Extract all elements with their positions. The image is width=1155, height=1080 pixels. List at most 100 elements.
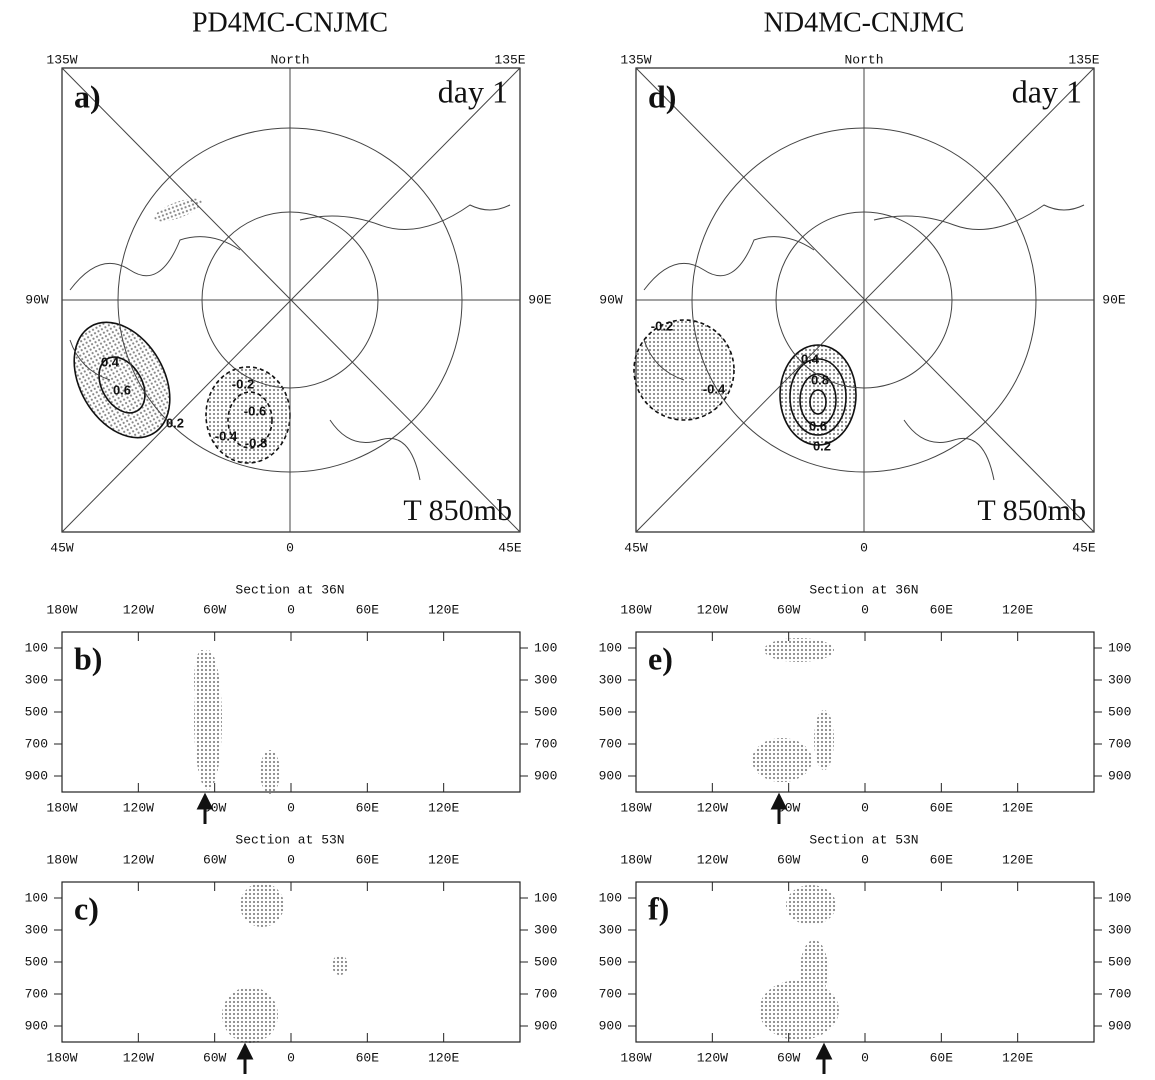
significance-region — [764, 638, 834, 662]
x-tick-label: 120E — [428, 602, 459, 617]
time-label: day 1 — [438, 73, 508, 109]
y-tick-label: 700 — [534, 736, 557, 751]
anomaly-region — [98, 356, 146, 414]
map-edge-label: 45E — [1072, 540, 1096, 555]
x-tick-label: 180W — [620, 602, 651, 617]
x-tick-label: 60E — [930, 1050, 954, 1065]
y-tick-label: 500 — [25, 704, 48, 719]
significance-region — [752, 738, 812, 782]
column-title: ND4MC-CNJMC — [764, 7, 965, 38]
y-tick-label: 300 — [599, 922, 622, 937]
cross-section: Section at 36Ne)180W180W120W120W60W60W00… — [599, 582, 1131, 824]
x-tick-label: 120W — [697, 852, 728, 867]
contour-label: -0.8 — [245, 435, 267, 450]
map-edge-label: 135E — [1068, 52, 1099, 67]
y-tick-label: 300 — [534, 922, 557, 937]
y-tick-label: 900 — [1108, 768, 1131, 783]
section-title: Section at 36N — [235, 582, 344, 597]
x-tick-label: 0 — [287, 602, 295, 617]
contour-label: -0.6 — [244, 403, 266, 418]
x-tick-label: 0 — [861, 1050, 869, 1065]
y-tick-label: 300 — [25, 922, 48, 937]
anomaly-region — [809, 389, 827, 415]
location-arrow — [815, 1042, 833, 1074]
cross-section: Section at 53N f) 180W 180W 120W 120W 60W 60W 0 0… — [599, 832, 1131, 1074]
x-tick-label: 0 — [287, 800, 295, 815]
panel-column: ND4MC-CNJMC 135W North 135E 90W 90E 45W 0 45E d) d… — [599, 7, 1131, 1074]
contour-label: 0.6 — [113, 382, 131, 397]
x-tick-label: 60W — [777, 1050, 801, 1065]
map-edge-label: 45W — [50, 540, 74, 555]
x-tick-label: 60W — [777, 852, 801, 867]
anomaly-region — [227, 391, 273, 449]
significance-region — [332, 955, 348, 975]
x-tick-label: 120E — [1002, 800, 1033, 815]
x-tick-label: 0 — [287, 852, 295, 867]
x-tick-label: 60W — [203, 602, 227, 617]
y-tick-label: 300 — [534, 672, 557, 687]
significance-region — [194, 650, 210, 710]
section-title: Section at 36N — [809, 582, 918, 597]
y-tick-label: 700 — [1108, 736, 1131, 751]
x-tick-label: 120W — [697, 800, 728, 815]
panel-label: d) — [648, 78, 676, 114]
section-title: Section at 53N — [235, 832, 344, 847]
y-tick-label: 100 — [534, 640, 557, 655]
cross-section: Section at 36Nb)180W180W120W120W60W60W00… — [25, 582, 557, 824]
location-arrow — [236, 1042, 254, 1074]
x-tick-label: 0 — [861, 602, 869, 617]
map-edge-label: 90E — [1102, 292, 1126, 307]
map-edge-label: 90E — [528, 292, 552, 307]
x-tick-label: 180W — [46, 1050, 77, 1065]
contour-label: 0.4 — [801, 351, 820, 366]
contour-label: -0.4 — [215, 428, 238, 443]
y-tick-label: 700 — [599, 736, 622, 751]
contour-label: 0.8 — [811, 372, 829, 387]
x-tick-label: 180W — [620, 800, 651, 815]
y-tick-label: 500 — [599, 954, 622, 969]
panel-label: c) — [74, 890, 99, 926]
significance-region — [759, 980, 839, 1040]
map-edge-label: 135W — [620, 52, 651, 67]
x-tick-label: 0 — [287, 1050, 295, 1065]
y-tick-label: 500 — [534, 704, 557, 719]
y-tick-label: 500 — [534, 954, 557, 969]
significance-region — [814, 710, 834, 770]
anomaly-region — [799, 373, 837, 427]
y-tick-label: 900 — [1108, 1018, 1131, 1033]
x-tick-label: 120W — [697, 1050, 728, 1065]
y-tick-label: 100 — [599, 640, 622, 655]
y-tick-label: 100 — [534, 890, 557, 905]
x-tick-label: 60E — [930, 602, 954, 617]
x-tick-label: 180W — [46, 602, 77, 617]
y-tick-label: 700 — [534, 986, 557, 1001]
polar-map: 135W North 135E 90W 90E 45W 0 45E a) day 1 T 850mb… — [25, 52, 552, 555]
y-tick-label: 700 — [25, 986, 48, 1001]
map-edge-label: 90W — [25, 292, 49, 307]
y-tick-label: 500 — [599, 704, 622, 719]
coastline — [643, 204, 1085, 481]
y-tick-label: 100 — [25, 640, 48, 655]
significance-region — [786, 885, 836, 925]
x-tick-label: 120E — [1002, 852, 1033, 867]
y-tick-label: 700 — [599, 986, 622, 1001]
map-edge-label: 45W — [624, 540, 648, 555]
y-tick-label: 100 — [25, 890, 48, 905]
section-title: Section at 53N — [809, 832, 918, 847]
contour-label: 0.2 — [813, 438, 831, 453]
map-edge-label: North — [844, 52, 883, 67]
anomaly-region — [633, 319, 735, 421]
field-label: T 850mb — [977, 494, 1086, 527]
significance-region — [260, 750, 280, 794]
x-tick-label: 60E — [930, 800, 954, 815]
x-tick-label: 180W — [620, 1050, 651, 1065]
x-tick-label: 60W — [203, 852, 227, 867]
x-tick-label: 120E — [428, 852, 459, 867]
contour-label: 0.4 — [101, 354, 120, 369]
x-tick-label: 120W — [123, 852, 154, 867]
contour-label: -0.2 — [232, 376, 254, 391]
contour-label: -0.4 — [703, 381, 726, 396]
x-tick-label: 60E — [356, 602, 380, 617]
x-tick-label: 60E — [356, 1050, 380, 1065]
